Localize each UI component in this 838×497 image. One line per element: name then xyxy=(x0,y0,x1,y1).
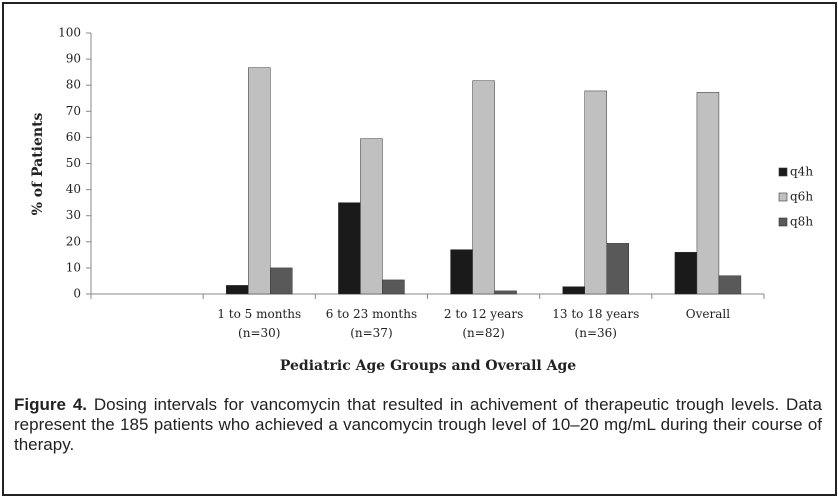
legend-label: q4h xyxy=(790,165,813,179)
y-axis-label: % of Patients xyxy=(30,112,46,215)
bar xyxy=(696,91,720,295)
caption-text: Dosing intervals for vancomycin that res… xyxy=(14,395,822,454)
y-tick-label: 60 xyxy=(66,130,81,144)
bar xyxy=(382,279,405,295)
y-tick-label: 70 xyxy=(66,104,81,118)
x-tick-label-line: 13 to 18 years xyxy=(552,307,639,321)
bar xyxy=(360,138,383,295)
bar xyxy=(226,285,249,295)
y-tick-label: 40 xyxy=(66,182,81,196)
bar xyxy=(674,251,698,295)
x-tick-label: 1 to 5 months (n=30) xyxy=(217,307,301,340)
legend-label: q6h xyxy=(790,190,813,204)
y-tick-label: 10 xyxy=(66,260,81,274)
x-tick-label-line: 1 to 5 months xyxy=(217,307,301,321)
x-tick-label: 6 to 23 months (n=37) xyxy=(326,307,417,340)
bar xyxy=(338,202,361,295)
chart: Pediatric Age Groups and Overall Age % o… xyxy=(30,26,813,375)
bar xyxy=(270,267,293,295)
bar xyxy=(606,243,629,295)
bar xyxy=(248,67,271,295)
y-tick-label: 0 xyxy=(73,287,81,301)
x-tick-label-line: Overall xyxy=(686,307,730,321)
x-tick-label: 2 to 12 years (n=82) xyxy=(444,307,523,340)
legend-swatch xyxy=(778,167,788,177)
x-axis-label: Pediatric Age Groups and Overall Age xyxy=(280,358,576,374)
legend-swatch xyxy=(778,192,788,202)
legend-swatch xyxy=(778,217,788,227)
caption-label: Figure 4. xyxy=(14,395,88,414)
x-tick-label-line: (n=37) xyxy=(350,326,392,340)
y-tick-label: 50 xyxy=(66,156,81,170)
y-tick-label: 20 xyxy=(66,234,81,248)
x-tick-label-line: (n=36) xyxy=(575,326,617,340)
y-tick-label: 100 xyxy=(58,26,81,40)
bar xyxy=(562,286,585,295)
x-tick-label-line: 2 to 12 years xyxy=(444,307,523,321)
x-tick-label-line: 6 to 23 months xyxy=(326,307,417,321)
x-tick-label: Overall xyxy=(686,307,730,321)
y-tick-label: 80 xyxy=(66,78,81,92)
y-tick-label: 30 xyxy=(66,208,81,222)
x-tick-label-line: (n=82) xyxy=(462,326,504,340)
y-tick-label: 90 xyxy=(66,52,81,66)
x-tick-label: 13 to 18 years (n=36) xyxy=(552,307,639,340)
bar xyxy=(584,90,607,295)
bar xyxy=(718,275,742,295)
bar xyxy=(494,290,517,295)
bar xyxy=(472,80,495,295)
x-tick-label-line: (n=30) xyxy=(238,326,280,340)
bar xyxy=(450,249,473,295)
caption: Figure 4. Dosing intervals for vancomyci… xyxy=(14,395,822,455)
legend-label: q8h xyxy=(790,215,813,229)
